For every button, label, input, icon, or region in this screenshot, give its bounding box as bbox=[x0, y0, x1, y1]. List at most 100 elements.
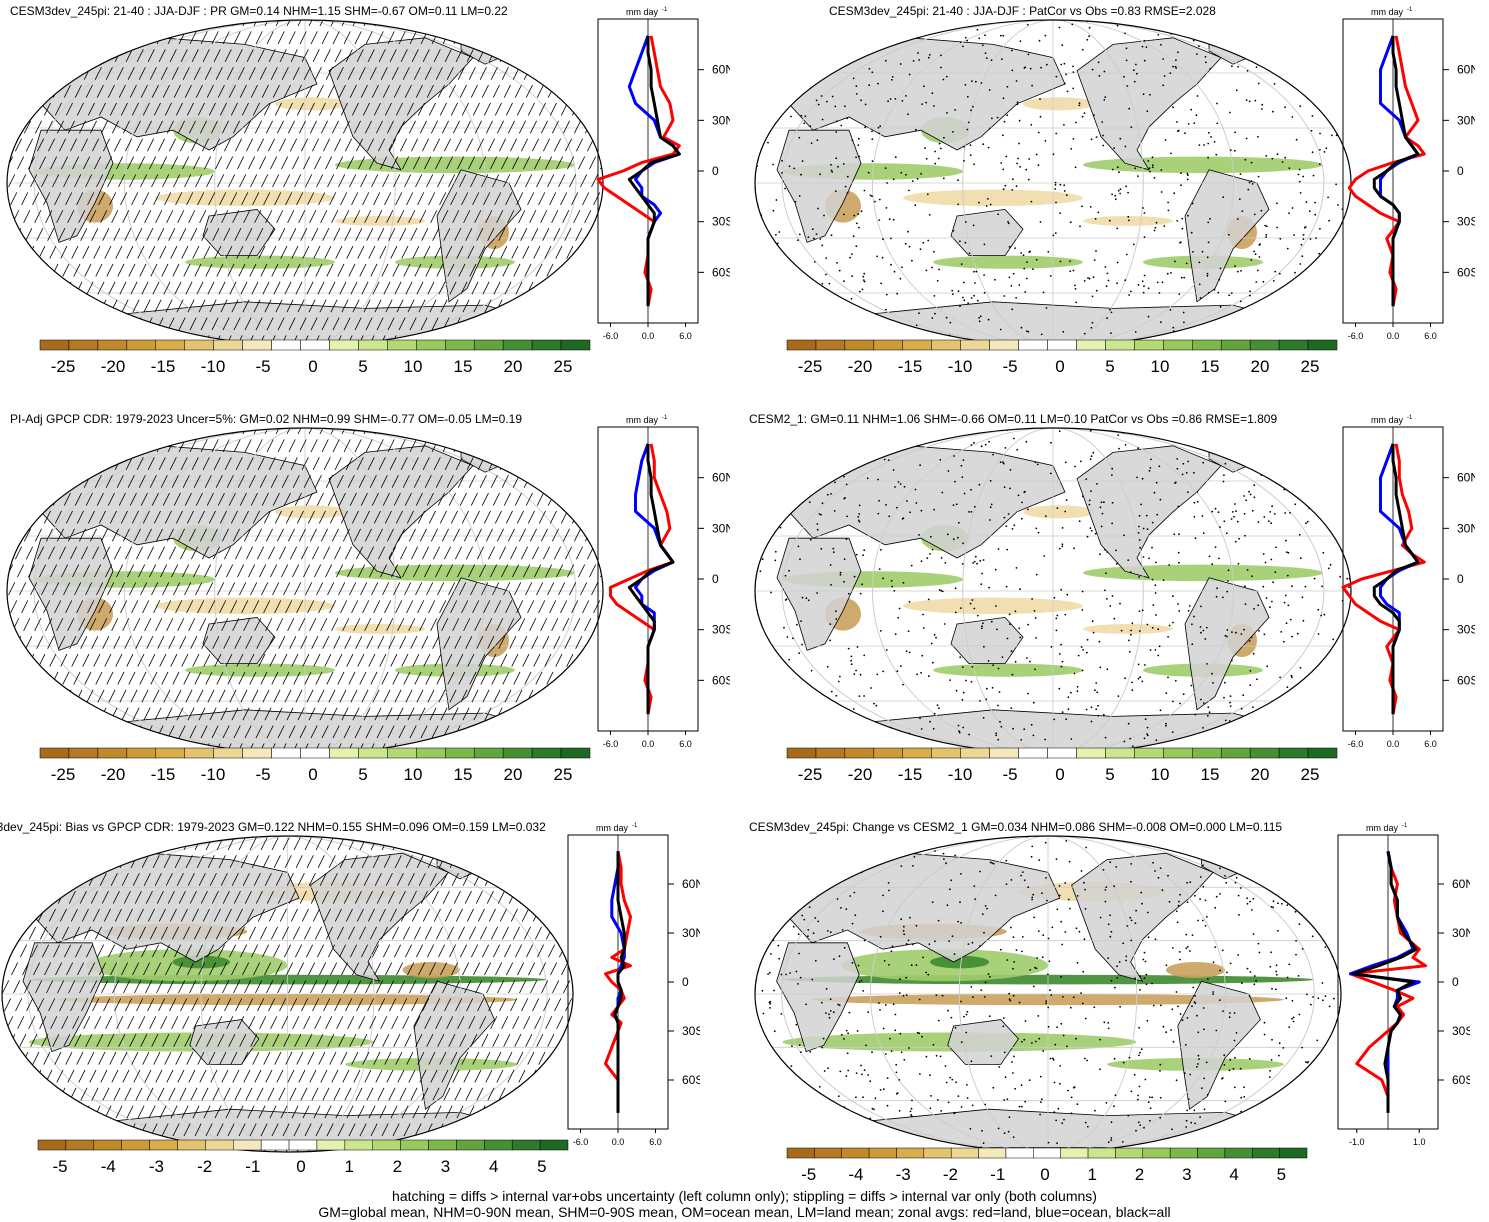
colorbar-swatch bbox=[844, 339, 875, 351]
stipple-dot bbox=[1302, 619, 1305, 622]
stipple-dot bbox=[807, 711, 810, 713]
stipple-dot bbox=[1302, 238, 1305, 241]
stipple-dot bbox=[1270, 522, 1272, 525]
stipple-dot bbox=[1151, 156, 1154, 159]
stipple-dot bbox=[789, 972, 791, 974]
stipple-dot bbox=[1061, 1122, 1064, 1124]
stipple-dot bbox=[844, 333, 847, 336]
stipple-dot bbox=[928, 214, 931, 216]
stipple-dot bbox=[850, 655, 853, 658]
stipple-dot bbox=[877, 478, 879, 481]
stipple-dot bbox=[778, 231, 781, 233]
stipple-dot bbox=[1137, 677, 1140, 680]
stipple-dot bbox=[1208, 555, 1211, 558]
stipple-dot bbox=[1224, 462, 1227, 465]
stipple-dot bbox=[1237, 562, 1240, 565]
stipple-dot bbox=[973, 270, 975, 273]
stipple-dot bbox=[982, 622, 984, 625]
stipple-dot bbox=[1339, 575, 1342, 578]
stipple-dot bbox=[933, 508, 935, 511]
colorbar-swatch bbox=[387, 339, 417, 351]
stipple-dot bbox=[1064, 461, 1067, 464]
stipple-dot bbox=[1014, 247, 1016, 250]
stipple-dot bbox=[1010, 879, 1013, 881]
stipple-dot bbox=[924, 147, 926, 150]
colorbar-swatch bbox=[271, 747, 301, 759]
stipple-dot bbox=[1178, 561, 1180, 564]
stipple-dot bbox=[832, 547, 835, 550]
stipple-dot bbox=[970, 297, 973, 299]
stipple-dot bbox=[1129, 737, 1132, 740]
stipple-dot bbox=[1250, 909, 1253, 911]
stipple-dot bbox=[1304, 317, 1307, 319]
stipple-dot bbox=[1146, 734, 1149, 737]
stipple-dot bbox=[1257, 942, 1260, 945]
stipple-dot bbox=[801, 643, 803, 646]
stipple-dot bbox=[1025, 330, 1028, 332]
stipple-dot bbox=[1279, 237, 1282, 240]
stipple-dot bbox=[1124, 677, 1126, 680]
stipple-dot bbox=[979, 945, 981, 947]
stipple-dot bbox=[1174, 481, 1177, 484]
stipple-dot bbox=[899, 483, 902, 485]
stipple-dot bbox=[786, 909, 789, 912]
hatch-line bbox=[323, 428, 490, 754]
stipple-dot bbox=[990, 503, 993, 506]
stipple-dot bbox=[1314, 213, 1317, 216]
precip-anomaly-region bbox=[1166, 962, 1225, 978]
colorbar-swatch bbox=[815, 747, 846, 759]
hatch-line bbox=[59, 428, 226, 754]
stipple-dot bbox=[869, 864, 871, 867]
stipple-dot bbox=[1081, 609, 1084, 611]
stipple-dot bbox=[1130, 880, 1132, 883]
stipple-dot bbox=[825, 988, 828, 990]
stipple-dot bbox=[869, 438, 871, 441]
stipple-dot bbox=[978, 37, 981, 40]
stipple-dot bbox=[1149, 649, 1152, 651]
stipple-dot bbox=[1032, 701, 1035, 704]
stipple-dot bbox=[1090, 326, 1093, 329]
colorbar-label: -5 bbox=[801, 1165, 816, 1184]
stipple-dot bbox=[1019, 166, 1021, 168]
map-panel-2: PI-Adj GPCP CDR: 1979-2023 Uncer=5%: GM=… bbox=[0, 408, 745, 788]
stipple-dot bbox=[1304, 691, 1307, 693]
stipple-dot bbox=[859, 592, 862, 595]
stipple-dot bbox=[980, 989, 983, 991]
stipple-dot bbox=[944, 562, 947, 564]
stipple-dot bbox=[830, 169, 833, 172]
stipple-dot bbox=[1107, 1027, 1110, 1030]
stipple-dot bbox=[1322, 493, 1324, 496]
stipple-dot bbox=[1016, 103, 1019, 106]
stipple-dot bbox=[963, 145, 965, 148]
lat-tick-label: 30S bbox=[712, 623, 730, 637]
stipple-dot bbox=[1322, 999, 1324, 1002]
stipple-dot bbox=[1177, 129, 1180, 132]
stipple-dot bbox=[982, 143, 985, 146]
stipple-dot bbox=[1114, 198, 1117, 201]
stipple-dot bbox=[1026, 261, 1028, 263]
stipple-dot bbox=[1233, 1012, 1236, 1014]
stipple-dot bbox=[1139, 546, 1141, 549]
stipple-dot bbox=[809, 1051, 812, 1053]
stipple-dot bbox=[1138, 525, 1140, 528]
longitude-gridline bbox=[123, 20, 487, 346]
stipple-dot bbox=[1179, 893, 1181, 896]
colorbar-swatch bbox=[1279, 1147, 1308, 1159]
stipple-dot bbox=[1030, 723, 1033, 726]
colorbar-swatch bbox=[814, 1147, 842, 1159]
stipple-dot bbox=[1214, 546, 1217, 548]
stipple-dot bbox=[1028, 251, 1031, 254]
stipple-dot bbox=[857, 144, 860, 146]
stipple-dot bbox=[828, 1013, 830, 1016]
stipple-dot bbox=[873, 702, 875, 705]
stipple-dot bbox=[934, 850, 936, 852]
longitude-gridline bbox=[871, 428, 1235, 754]
stipple-dot bbox=[876, 673, 879, 676]
stipple-dot bbox=[1263, 59, 1265, 62]
stipple-dot bbox=[1111, 595, 1114, 597]
stipple-dot bbox=[893, 589, 896, 592]
stipple-dot bbox=[774, 745, 777, 748]
stipple-dot bbox=[1146, 110, 1149, 113]
stipple-dot bbox=[1186, 1017, 1189, 1019]
stipple-dot bbox=[1303, 901, 1306, 903]
